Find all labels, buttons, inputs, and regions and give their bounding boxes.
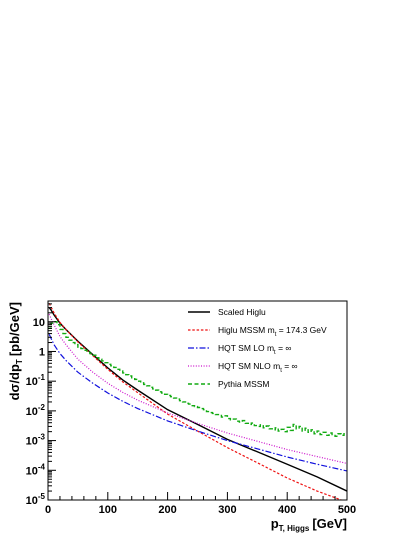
y-tick-label: 10-5 — [26, 492, 46, 507]
legend: Scaled Higlu Higlu MSSM mt = 174.3 GeV HQT… — [188, 307, 327, 389]
y-tick-base: 10 — [26, 376, 38, 388]
x-tick-label: 100 — [99, 504, 117, 516]
series-line-1 — [48, 302, 344, 500]
y-axis-title: dσ/dpT [pb/GeV] — [7, 302, 24, 400]
y-tick-label: 10-4 — [26, 462, 46, 477]
y-tick-exponent: -2 — [38, 403, 46, 412]
y-tick-exponent: -3 — [38, 433, 46, 442]
plot-frame — [47, 300, 348, 501]
y-axis-title-sub: T — [15, 359, 24, 364]
x-tick-label: 200 — [158, 504, 176, 516]
series-line-4 — [48, 321, 347, 437]
y-axis-title-unit: [pb/GeV] — [7, 302, 22, 356]
series-line-2 — [48, 334, 347, 472]
y-tick-label: 10-2 — [26, 403, 46, 418]
legend-label-0: Scaled Higlu — [218, 307, 266, 317]
legend-label-3: HQT SM NLO mt = ∞ — [218, 361, 298, 374]
y-tick-exponent: -1 — [38, 373, 46, 382]
y-tick-label: 10-1 — [26, 373, 46, 388]
x-tick-label: 400 — [278, 504, 296, 516]
legend-label-1: Higlu MSSM mt = 174.3 GeV — [218, 325, 327, 338]
x-axis-title: pT, Higgs [GeV] — [271, 516, 347, 533]
x-tick-label: 0 — [45, 504, 51, 516]
y-tick-exponent: -4 — [38, 462, 46, 471]
y-tick-base: 10 — [26, 406, 38, 418]
x-axis-title-sub: T, Higgs — [279, 524, 310, 533]
y-tick-base: 1 — [39, 346, 45, 358]
y-tick-exponent: -5 — [38, 492, 46, 501]
x-tick-label: 500 — [338, 504, 356, 516]
series-layer — [48, 302, 347, 500]
x-axis: 0 100 200 300 400 500 — [45, 492, 356, 516]
y-axis-title-main: dσ/dp — [7, 364, 22, 400]
x-tick-label: 300 — [218, 504, 236, 516]
y-tick-base: 10 — [26, 436, 38, 448]
y-tick-label: 10-3 — [26, 433, 46, 448]
y-tick-label: 1 — [39, 346, 45, 358]
x-axis-title-unit: [GeV] — [312, 516, 347, 531]
legend-label-4: Pythia MSSM — [218, 379, 270, 389]
x-axis-title-main: p — [271, 516, 279, 531]
series-line-0 — [48, 307, 347, 492]
legend-label-2: HQT SM LO mt = ∞ — [218, 343, 291, 356]
series-line-3 — [48, 313, 347, 465]
y-tick-base: 10 — [33, 317, 45, 329]
y-tick-label: 10 — [33, 317, 45, 329]
y-tick-base: 10 — [26, 465, 38, 477]
y-tick-base: 10 — [26, 495, 38, 507]
